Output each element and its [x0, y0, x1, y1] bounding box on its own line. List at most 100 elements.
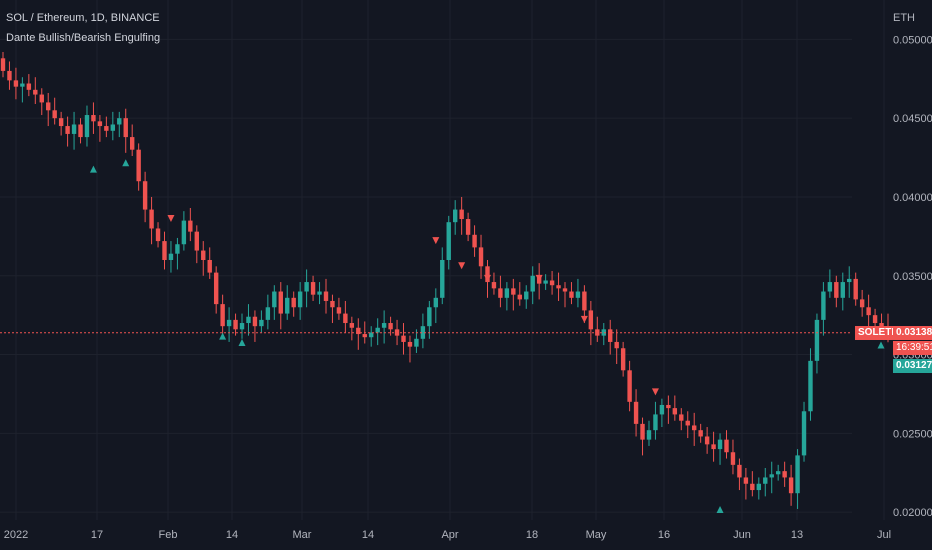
candle-body	[737, 464, 742, 478]
candle-body	[265, 307, 271, 320]
candle-body	[872, 315, 878, 324]
candle-body	[659, 404, 665, 415]
candle-body	[188, 220, 193, 232]
y-tick-label: 0.03500	[893, 271, 932, 283]
last-price-tag: 0.03138	[893, 325, 932, 340]
candle-body	[46, 102, 51, 111]
candle-body	[614, 341, 619, 349]
candle-body	[524, 291, 529, 300]
x-tick-label: 16	[658, 529, 670, 541]
candle-body	[149, 209, 154, 229]
candle-body	[801, 411, 807, 456]
candle-body	[239, 323, 245, 330]
candle-body	[511, 288, 516, 295]
bearish-engulfing-marker	[167, 215, 175, 223]
candle-body	[117, 118, 122, 125]
candle-body	[349, 323, 355, 328]
x-tick-label: 18	[526, 529, 538, 541]
candle-body	[168, 253, 174, 260]
candle-body	[840, 282, 845, 298]
candle-body	[633, 401, 639, 424]
candle-body	[323, 291, 329, 301]
candle-body	[627, 370, 632, 402]
candle-body	[213, 272, 219, 305]
candle-body	[252, 316, 258, 327]
candle-body	[756, 483, 762, 491]
candle-body	[162, 241, 167, 260]
candle-body	[834, 282, 839, 298]
x-axis: 2022 17 Feb 14 Mar 14 Apr 18 May 16 Jun 13 Jul	[4, 529, 891, 541]
candle-body	[226, 319, 232, 327]
x-tick-label: 17	[91, 529, 103, 541]
candle-body	[685, 420, 690, 426]
bullish-engulfing-marker	[877, 341, 885, 349]
candle-body	[795, 455, 800, 494]
y-tick-label: 0.02000	[893, 507, 932, 519]
candle-body	[26, 83, 32, 90]
candle-body	[730, 452, 736, 465]
x-tick-label: 2022	[4, 529, 28, 541]
candle-body	[33, 89, 38, 95]
bullish-engulfing-marker	[716, 505, 724, 513]
candle-body	[452, 209, 458, 223]
y-tick-label: 0.05000	[893, 34, 932, 46]
candle-body	[465, 219, 471, 235]
candle-body	[58, 118, 64, 127]
candle-body	[640, 423, 645, 440]
chart-title: SOL / Ethereum, 1D, BINANCE	[6, 12, 160, 24]
candle-body	[491, 282, 497, 289]
candles	[0, 52, 891, 509]
candle-body	[827, 282, 833, 292]
candle-body	[478, 247, 484, 267]
candle-body	[259, 319, 264, 327]
x-tick-label: Jun	[733, 529, 751, 541]
candle-body	[343, 313, 348, 324]
x-tick-label: 13	[791, 529, 803, 541]
candle-body	[814, 319, 820, 361]
candle-body	[175, 244, 180, 254]
candle-body	[84, 115, 90, 138]
candle-body	[104, 126, 109, 131]
candle-body	[549, 280, 555, 286]
candle-body	[0, 58, 6, 71]
signals	[89, 159, 885, 513]
candle-body	[181, 220, 187, 245]
candle-body	[381, 323, 387, 328]
candle-body	[362, 334, 367, 338]
y-tick-label: 0.04500	[893, 113, 932, 125]
candle-body	[336, 307, 342, 314]
candle-body	[317, 291, 322, 295]
candle-body	[775, 471, 781, 475]
countdown-tag: 16:39:51	[893, 340, 932, 355]
candle-body	[446, 222, 451, 260]
candle-body	[414, 338, 419, 347]
candle-body	[310, 282, 316, 295]
candle-body	[20, 83, 25, 87]
x-tick-label: Jul	[877, 529, 891, 541]
candle-body	[582, 291, 587, 311]
candle-body	[653, 414, 658, 431]
candle-body	[97, 121, 103, 127]
candle-body	[285, 297, 290, 314]
candle-body	[78, 124, 83, 138]
candle-body	[407, 341, 413, 347]
candle-body	[821, 291, 826, 320]
y-tick-label: 0.04000	[893, 192, 932, 204]
candle-body	[672, 408, 678, 415]
candle-body	[278, 291, 283, 314]
candle-body	[498, 288, 503, 298]
x-tick-label: 14	[362, 529, 374, 541]
candle-body	[427, 307, 432, 327]
candle-body	[750, 483, 755, 491]
candle-body	[297, 291, 303, 308]
candle-body	[388, 323, 393, 330]
candle-body	[356, 327, 361, 335]
candle-body	[763, 477, 768, 484]
candle-body	[517, 294, 522, 300]
candle-body	[556, 285, 561, 289]
candle-body	[692, 425, 697, 431]
candle-body	[330, 300, 335, 308]
candle-body	[433, 297, 439, 308]
